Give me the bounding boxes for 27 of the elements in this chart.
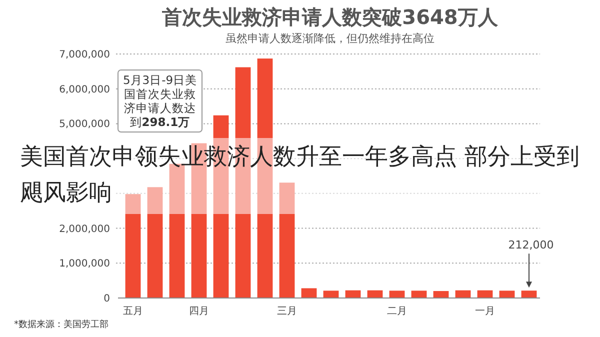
x-tick-label: 五月 bbox=[123, 306, 143, 317]
x-tick-label: 三月 bbox=[277, 306, 297, 317]
chart-title: 首次失业救济申请人数突破3648万人 bbox=[161, 5, 499, 29]
text: *数据来源：美国劳工部 bbox=[14, 319, 108, 330]
bar bbox=[301, 288, 317, 298]
bar bbox=[411, 290, 427, 298]
x-tick-label: 一月 bbox=[475, 306, 495, 317]
y-tick-label: 2,000,000 bbox=[59, 224, 110, 235]
y-tick-label: 0 bbox=[104, 294, 110, 304]
bar bbox=[323, 290, 339, 298]
y-tick-label: 7,000,000 bbox=[59, 50, 110, 60]
data-label: 212,000 bbox=[508, 238, 554, 252]
bar bbox=[499, 290, 515, 298]
y-tick-label: 5,000,000 bbox=[59, 119, 110, 130]
bar bbox=[521, 290, 537, 298]
callout: 5月3日-9日美国首次失业救济申请人数达到298.1万 bbox=[118, 70, 202, 132]
y-tick-label: 6,000,000 bbox=[59, 84, 110, 96]
bar bbox=[147, 187, 163, 298]
x-tick-label: 二月 bbox=[387, 306, 407, 317]
bar bbox=[279, 182, 295, 298]
x-tick-label: 四月 bbox=[189, 306, 209, 317]
bar bbox=[389, 290, 405, 298]
bar bbox=[433, 291, 449, 298]
annotation: 美国首次申领失业救济人数升至一年多高点 部分上受到飓风影响 bbox=[20, 144, 580, 206]
y-tick-label: 1,000,000 bbox=[59, 258, 110, 270]
bar bbox=[125, 194, 141, 298]
chart-subtitle: 虽然申请人数逐渐降低，但仍然维持在高位 bbox=[226, 32, 434, 45]
